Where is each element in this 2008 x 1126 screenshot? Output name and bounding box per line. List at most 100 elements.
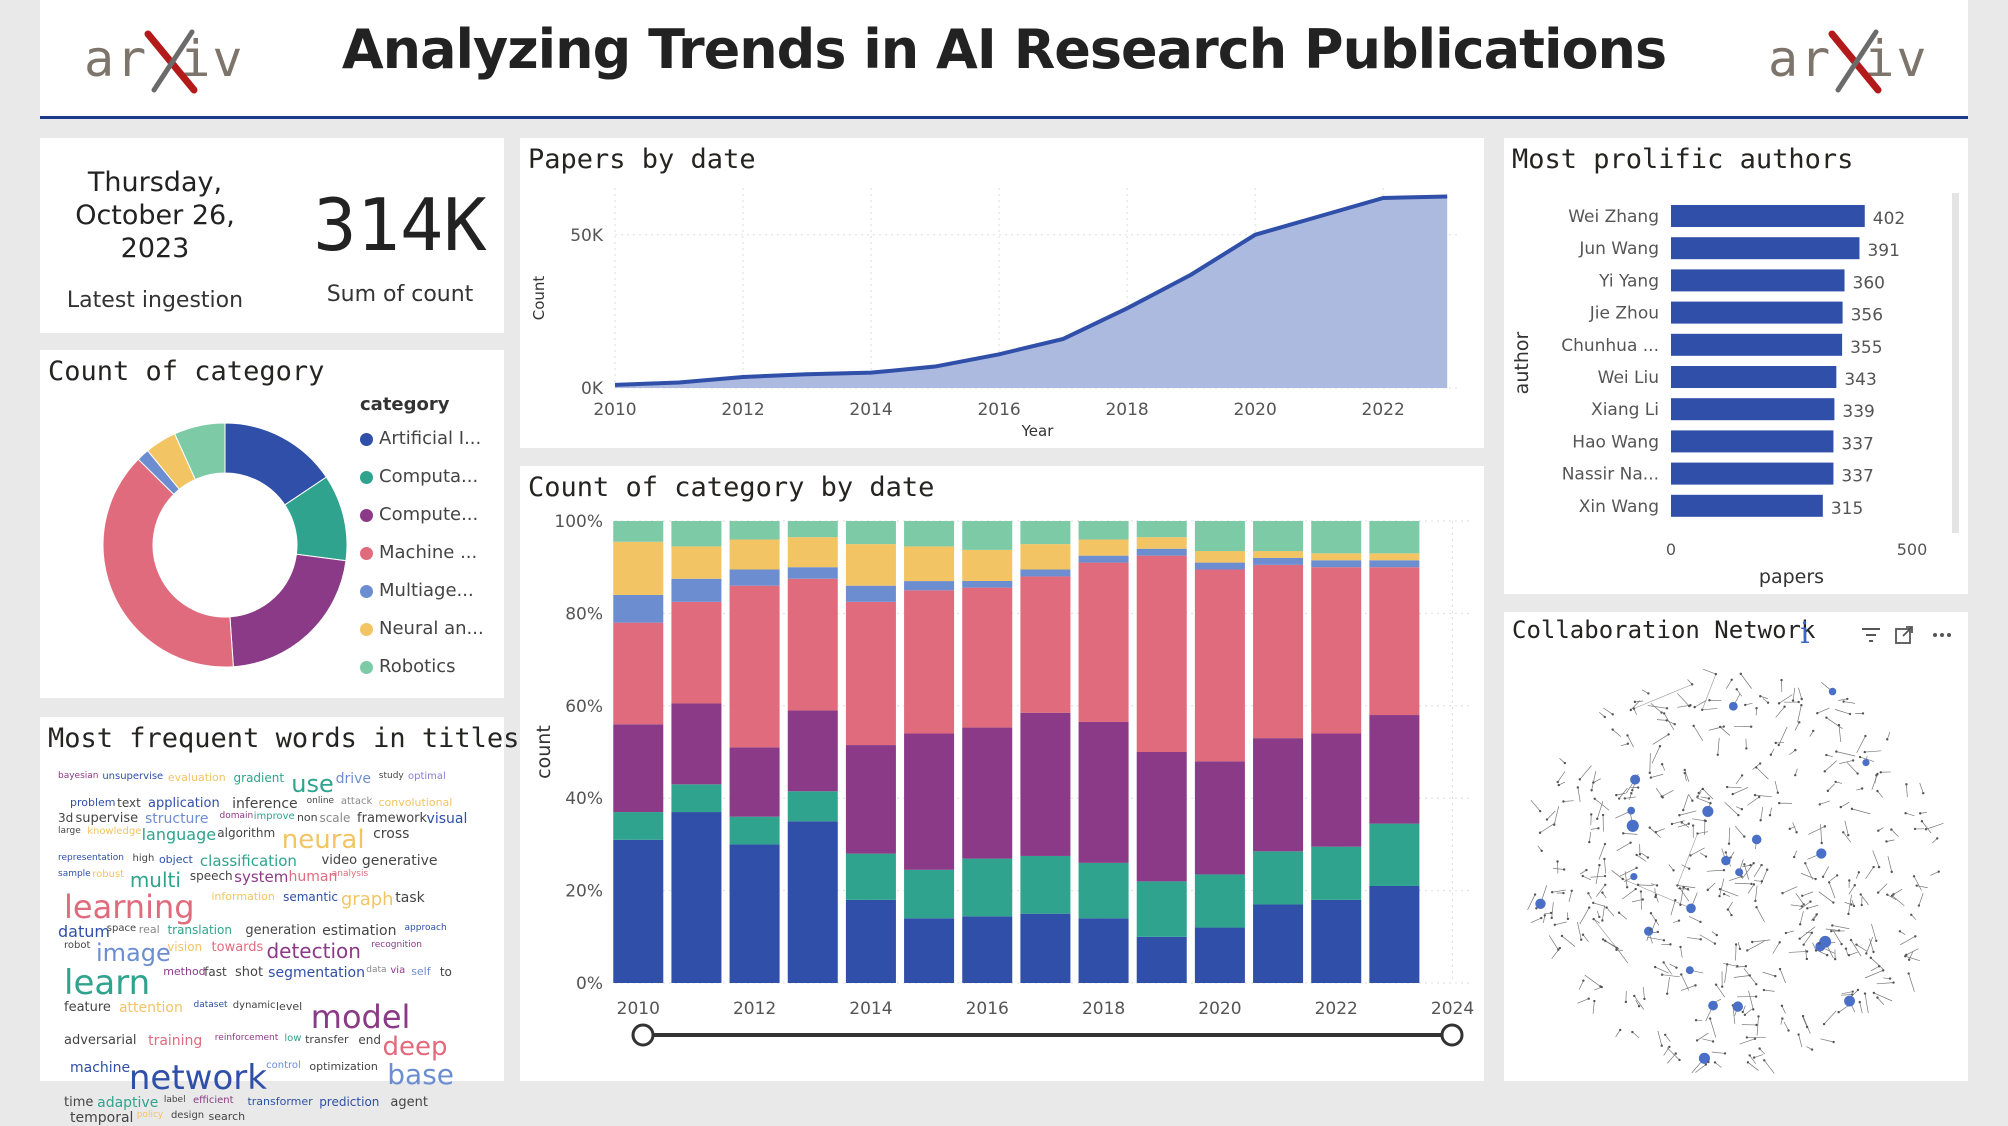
network-node[interactable] bbox=[1830, 930, 1832, 932]
network-node[interactable] bbox=[1818, 942, 1820, 944]
slider-handle-end[interactable] bbox=[1442, 1025, 1462, 1045]
stacked-bar-segment[interactable] bbox=[1311, 560, 1361, 567]
network-node[interactable] bbox=[1787, 1029, 1789, 1031]
network-node[interactable] bbox=[1749, 864, 1751, 866]
word-cloud-word[interactable]: via bbox=[390, 966, 405, 976]
stacked-bar-segment[interactable] bbox=[730, 521, 780, 539]
stacked-bar-segment[interactable] bbox=[613, 623, 663, 725]
network-node[interactable] bbox=[1699, 921, 1701, 923]
network-node[interactable] bbox=[1904, 812, 1906, 814]
network-node[interactable] bbox=[1622, 878, 1624, 880]
network-node[interactable] bbox=[1598, 916, 1600, 918]
network-node[interactable] bbox=[1794, 774, 1796, 776]
stacked-bar-segment[interactable] bbox=[1311, 900, 1361, 983]
network-node[interactable] bbox=[1702, 806, 1713, 817]
network-node[interactable] bbox=[1603, 858, 1605, 860]
stacked-bar-segment[interactable] bbox=[730, 586, 780, 748]
network-node[interactable] bbox=[1639, 853, 1641, 855]
network-node[interactable] bbox=[1660, 711, 1662, 713]
word-cloud-word[interactable]: large bbox=[58, 827, 81, 836]
network-node[interactable] bbox=[1618, 797, 1620, 799]
stacked-bar-segment[interactable] bbox=[730, 817, 780, 845]
network-node[interactable] bbox=[1650, 912, 1652, 914]
network-node[interactable] bbox=[1666, 707, 1668, 709]
network-node[interactable] bbox=[1546, 818, 1548, 820]
network-node[interactable] bbox=[1604, 843, 1606, 845]
network-node[interactable] bbox=[1692, 824, 1694, 826]
network-node[interactable] bbox=[1877, 830, 1879, 832]
network-node[interactable] bbox=[1654, 896, 1656, 898]
word-cloud-word[interactable]: detection bbox=[266, 941, 360, 961]
network-node[interactable] bbox=[1753, 883, 1755, 885]
stacked-bar-segment[interactable] bbox=[1020, 570, 1070, 577]
network-node[interactable] bbox=[1604, 716, 1606, 718]
network-node[interactable] bbox=[1775, 742, 1777, 744]
network-node[interactable] bbox=[1779, 968, 1781, 970]
count-by-date-card[interactable]: Count of category by date 0%20%40%60%80%… bbox=[520, 466, 1484, 1081]
network-node[interactable] bbox=[1850, 939, 1852, 941]
network-node[interactable] bbox=[1649, 826, 1651, 828]
word-cloud-word[interactable]: improve bbox=[254, 812, 295, 822]
network-node[interactable] bbox=[1687, 888, 1689, 890]
word-cloud-word[interactable]: task bbox=[395, 891, 424, 905]
network-node[interactable] bbox=[1876, 996, 1878, 998]
network-node[interactable] bbox=[1551, 917, 1553, 919]
stacked-bar-segment[interactable] bbox=[1079, 563, 1129, 722]
word-cloud-word[interactable]: approach bbox=[405, 924, 447, 933]
network-node[interactable] bbox=[1746, 1036, 1748, 1038]
word-cloud-word[interactable]: recognition bbox=[371, 941, 422, 950]
network-node[interactable] bbox=[1763, 989, 1765, 991]
network-node[interactable] bbox=[1743, 835, 1745, 837]
network-node[interactable] bbox=[1801, 698, 1803, 700]
word-cloud-word[interactable]: image bbox=[96, 941, 171, 965]
network-node[interactable] bbox=[1824, 770, 1826, 772]
author-bar[interactable] bbox=[1671, 366, 1836, 388]
network-node[interactable] bbox=[1696, 795, 1698, 797]
network-node[interactable] bbox=[1826, 954, 1828, 956]
network-node[interactable] bbox=[1667, 733, 1669, 735]
network-node[interactable] bbox=[1858, 871, 1860, 873]
network-node[interactable] bbox=[1731, 679, 1733, 681]
network-node[interactable] bbox=[1637, 884, 1639, 886]
network-node[interactable] bbox=[1835, 750, 1837, 752]
stacked-bar-segment[interactable] bbox=[1195, 563, 1245, 570]
network-node[interactable] bbox=[1535, 899, 1545, 909]
network-node[interactable] bbox=[1774, 975, 1776, 977]
network-node[interactable] bbox=[1759, 695, 1761, 697]
network-node[interactable] bbox=[1649, 928, 1651, 930]
network-node[interactable] bbox=[1562, 800, 1564, 802]
network-node[interactable] bbox=[1806, 1026, 1808, 1028]
network-node[interactable] bbox=[1749, 1054, 1751, 1056]
network-node[interactable] bbox=[1709, 802, 1711, 804]
stacked-bar-segment[interactable] bbox=[1137, 752, 1187, 881]
word-cloud-word[interactable]: estimation bbox=[322, 924, 396, 938]
network-node[interactable] bbox=[1752, 862, 1754, 864]
stacked-bar-segment[interactable] bbox=[1311, 734, 1361, 847]
network-node[interactable] bbox=[1705, 855, 1707, 857]
network-node[interactable] bbox=[1637, 786, 1639, 788]
network-node[interactable] bbox=[1705, 1063, 1707, 1065]
author-bar[interactable] bbox=[1671, 463, 1833, 485]
scrollbar[interactable] bbox=[1952, 193, 1959, 533]
network-node[interactable] bbox=[1744, 704, 1746, 706]
word-cloud-word[interactable]: dataset bbox=[194, 1001, 228, 1010]
network-node[interactable] bbox=[1816, 848, 1826, 858]
network-node[interactable] bbox=[1721, 985, 1723, 987]
network-node[interactable] bbox=[1878, 866, 1880, 868]
stacked-bar-segment[interactable] bbox=[1137, 549, 1187, 556]
author-bar[interactable] bbox=[1671, 398, 1834, 420]
network-node[interactable] bbox=[1611, 728, 1613, 730]
network-node[interactable] bbox=[1865, 952, 1867, 954]
network-node[interactable] bbox=[1872, 866, 1874, 868]
network-node[interactable] bbox=[1712, 1040, 1714, 1042]
network-node[interactable] bbox=[1838, 724, 1840, 726]
word-cloud-word[interactable]: visual bbox=[427, 812, 468, 826]
stacked-bar-segment[interactable] bbox=[613, 542, 663, 595]
network-node[interactable] bbox=[1842, 831, 1844, 833]
stacked-bar-segment[interactable] bbox=[1137, 556, 1187, 752]
network-node[interactable] bbox=[1691, 800, 1693, 802]
network-node[interactable] bbox=[1696, 1039, 1698, 1041]
network-node[interactable] bbox=[1601, 986, 1603, 988]
network-node[interactable] bbox=[1715, 673, 1717, 675]
stacked-bar-segment[interactable] bbox=[1020, 713, 1070, 856]
